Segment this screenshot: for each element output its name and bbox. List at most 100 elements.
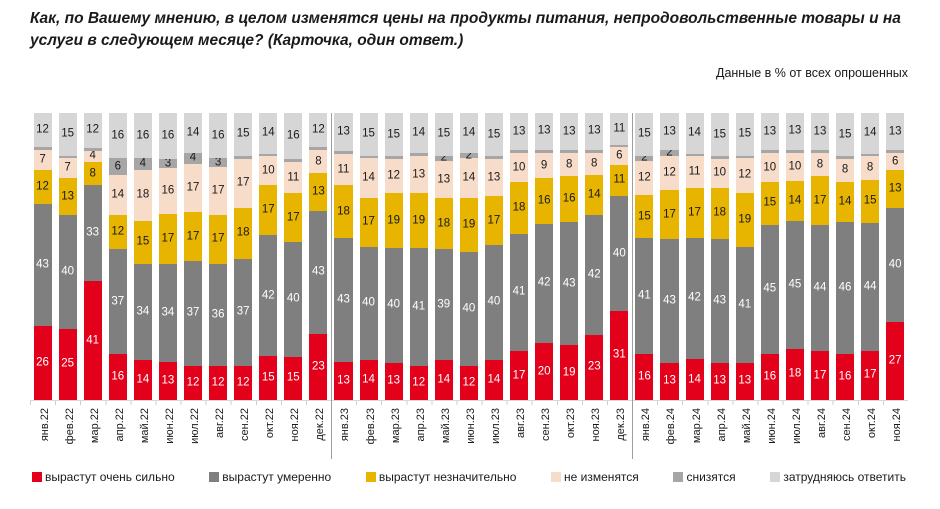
x-axis-label-text: июн.24: [765, 407, 778, 444]
x-axis-label-text: июл.22: [189, 407, 201, 444]
segment-value-label: 17: [186, 229, 200, 242]
bar-segment: 7: [33, 149, 52, 170]
segment-value-label: 15: [738, 127, 752, 140]
x-axis-label-text: апр.23: [414, 407, 427, 442]
bar-segment: 44: [810, 224, 829, 352]
segment-value-label: 15: [236, 127, 250, 140]
segment-value-label: 10: [763, 160, 777, 173]
segment-value-label: 15: [487, 127, 501, 140]
x-axis-ticks: [30, 400, 908, 405]
x-axis-labels: янв.22 фев.22 мар.22 апр.22 май.22 июн.22 июл.…: [30, 405, 908, 459]
bar-segment: 37: [234, 259, 253, 366]
bar-segment: 16: [108, 354, 127, 400]
bar-column: 17 41 18 10 13: [509, 113, 529, 400]
legend-item: затрудняюсь ответить: [770, 470, 906, 484]
segment-value-label: 13: [161, 374, 175, 387]
bar-segment: 14: [434, 360, 453, 400]
bar-segment: 6: [108, 158, 127, 176]
bar-segment: 17: [234, 158, 253, 208]
segment-value-label: 14: [412, 126, 426, 139]
segment-value-label: 16: [211, 128, 225, 141]
segment-value-label: 19: [412, 213, 426, 226]
bar-segment: 14: [409, 113, 428, 154]
bar-segment: 15: [760, 181, 779, 225]
bar-segment: 14: [459, 112, 478, 153]
x-axis-label: май.22: [130, 405, 155, 459]
bar-segment: 15: [836, 112, 855, 157]
year-separator: [331, 112, 333, 459]
segment-value-label: 12: [211, 376, 225, 389]
segment-value-label: 42: [688, 291, 701, 304]
x-axis-label: окт.23: [557, 405, 582, 459]
segment-value-label: 14: [487, 373, 501, 386]
segment-value-label: 14: [788, 194, 802, 207]
bar-segment: [560, 150, 579, 154]
bar-column: 12 37 18 17 15: [234, 112, 253, 400]
segment-value-label: 8: [591, 157, 598, 170]
x-axis-label-text: янв.24: [640, 407, 653, 442]
bar-segment: 16: [635, 354, 654, 400]
bar-segment: 16: [836, 354, 855, 400]
segment-value-label: 19: [562, 365, 576, 378]
segment-value-label: 17: [813, 193, 827, 206]
bar-column: 15 42 17 10 14: [259, 112, 278, 400]
bar-column: 14 42 17 11 14: [685, 112, 704, 400]
legend-swatch: [551, 471, 562, 482]
bar-segment: 8: [861, 156, 880, 180]
segment-value-label: 18: [713, 206, 727, 219]
segment-value-label: 8: [89, 167, 96, 180]
segment-value-label: 17: [362, 215, 375, 228]
bar-segment: 12: [635, 161, 654, 196]
x-axis-label: мар.23: [381, 405, 406, 459]
bar-segment: [33, 147, 52, 150]
segment-value-label: 23: [587, 360, 601, 373]
bar-segment: 10: [785, 152, 804, 182]
segment-value-label: 10: [713, 166, 727, 179]
bar-segment: 18: [785, 348, 804, 400]
segment-value-label: 16: [638, 370, 651, 383]
bar-segment: [409, 153, 428, 157]
bar-segment: 18: [334, 185, 353, 238]
segment-value-label: 13: [412, 167, 426, 180]
bar-segment: 13: [158, 362, 177, 400]
x-axis-label-text: окт.23: [565, 407, 578, 439]
legend-swatch: [365, 471, 376, 482]
bar-column: 14 40 17 14 15: [359, 112, 378, 400]
bar-column: 31 40 11 6 11: [610, 112, 629, 400]
bar-segment: [810, 150, 829, 154]
bar-column: 14 34 15 18 4 16: [133, 112, 152, 400]
x-axis-label-text: сен.24: [841, 407, 854, 441]
segment-value-label: 37: [111, 295, 125, 308]
segment-value-label: 17: [813, 368, 827, 381]
bar-column: 15 40 17 11 16: [284, 112, 303, 400]
segment-value-label: 39: [437, 298, 451, 310]
bar-segment: 2: [459, 149, 478, 160]
bar-column: 23 43 13 8 12: [309, 112, 328, 400]
bar-segment: 42: [685, 237, 704, 360]
segment-value-label: 43: [562, 276, 576, 289]
bar-segment: 14: [359, 360, 378, 400]
segment-value-label: 13: [487, 170, 501, 183]
bar-column: 20 42 16 9 13: [535, 112, 554, 400]
bar-segment: 14: [259, 112, 278, 154]
bar-segment: 14: [585, 175, 604, 216]
segment-value-label: 17: [211, 232, 225, 245]
x-axis-label-text: ноя.23: [590, 407, 603, 442]
bar-segment: 15: [259, 356, 278, 400]
segment-value-label: 14: [863, 126, 877, 139]
segment-value-label: 14: [688, 372, 701, 385]
segment-value-label: 41: [86, 333, 100, 346]
bar-segment: 34: [133, 263, 152, 361]
bar-column: 16 46 14 8 15: [836, 112, 855, 400]
segment-value-label: 14: [362, 171, 375, 184]
segment-value-label: 8: [841, 163, 849, 176]
segment-value-label: 8: [565, 157, 573, 170]
segment-value-label: 40: [888, 258, 902, 271]
bar-segment: 17: [183, 164, 203, 213]
segment-value-label: 14: [688, 126, 701, 139]
bars-area: 26 43 12 7 12 25 40 13 7 15 41 33 8 4 12 16 37 12 14 6 16 14 3…: [30, 112, 908, 401]
segment-value-label: 17: [863, 368, 877, 381]
bar-segment: 15: [861, 179, 880, 224]
bar-segment: 18: [133, 169, 152, 221]
bar-segment: [735, 155, 754, 159]
